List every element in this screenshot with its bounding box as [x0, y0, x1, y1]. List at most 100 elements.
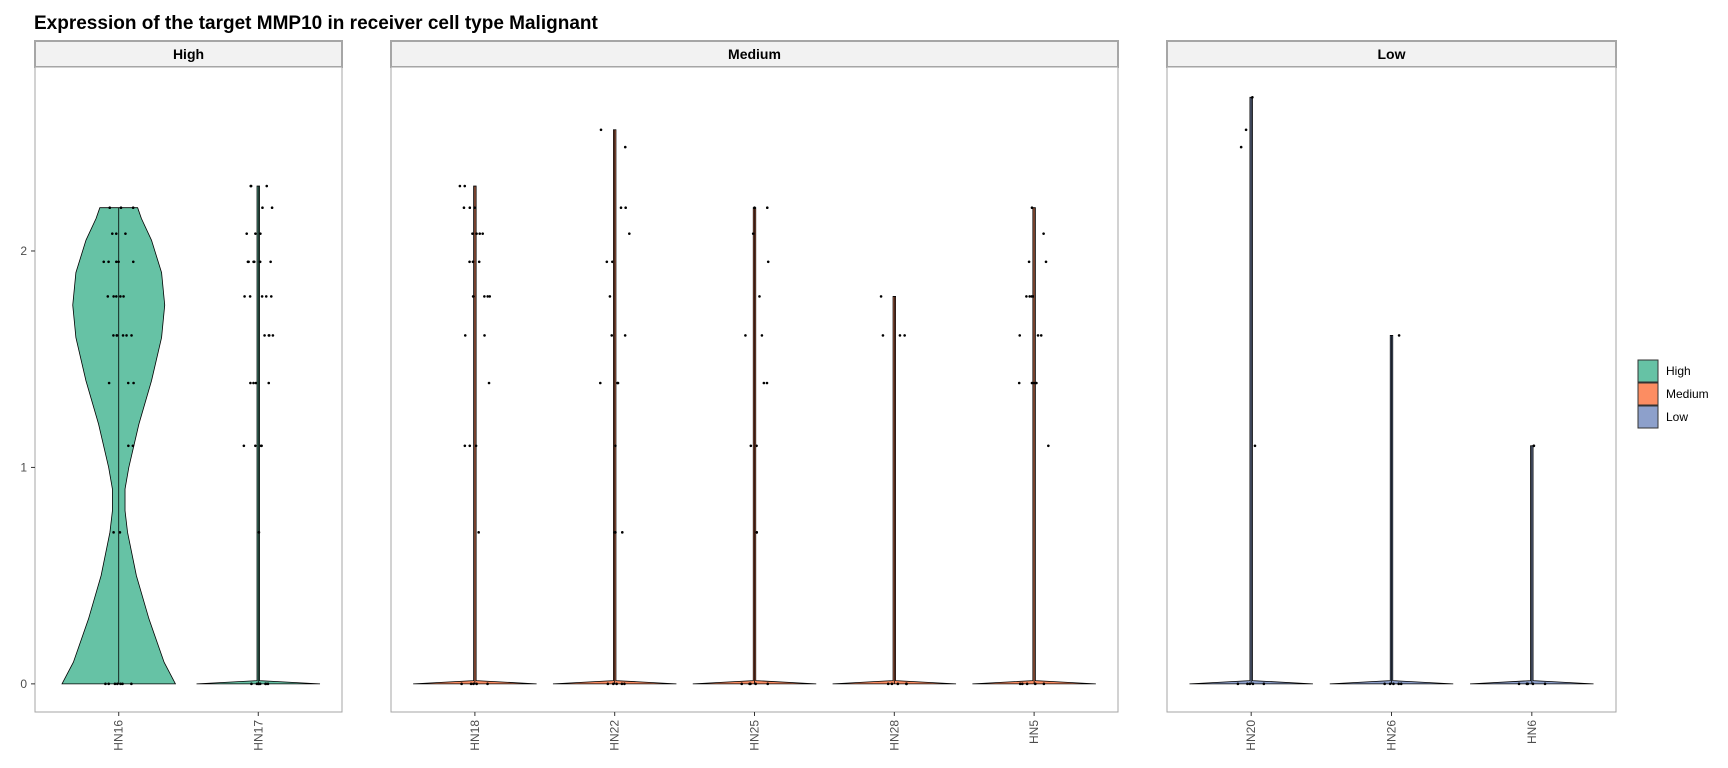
point-hn5-4	[1025, 682, 1029, 686]
point-hn22-8	[614, 444, 617, 448]
point-hn18-7	[468, 444, 472, 448]
point-hn18-3	[469, 682, 473, 686]
point-hn18-20	[475, 232, 478, 235]
point-hn22-3	[606, 682, 610, 686]
x-tick-label-hn28: HN28	[887, 720, 901, 751]
legend-label-high: High	[1666, 364, 1691, 378]
point-hn20-5	[1253, 444, 1257, 448]
strip-label-medium: Medium	[728, 46, 781, 62]
y-tick-label-0: 0	[20, 677, 27, 691]
point-hn5-0	[1042, 682, 1046, 686]
point-hn18-0	[486, 682, 489, 686]
strip-label-high: High	[173, 46, 204, 62]
point-hn18-14	[471, 295, 475, 298]
facet-high: High 0 1 2 HN16 HN17	[20, 40, 343, 751]
point-hn17-33	[259, 232, 262, 235]
point-hn5-16	[1031, 295, 1035, 298]
point-hn18-22	[471, 232, 474, 235]
point-hn17-9	[242, 444, 246, 448]
strip-label-low: Low	[1378, 46, 1406, 62]
point-hn25-7	[755, 531, 759, 534]
point-hn20-4	[1248, 682, 1252, 686]
point-hn17-21	[243, 295, 246, 298]
point-hn17-18	[263, 334, 266, 337]
point-hn5-14	[1028, 295, 1031, 298]
sample-hn25: HN25	[692, 206, 817, 751]
point-hn16-2	[119, 682, 122, 686]
panel-high	[34, 66, 343, 713]
point-hn18-11	[463, 334, 467, 337]
point-hn20-3	[1246, 682, 1249, 686]
point-hn16-11	[107, 381, 111, 385]
x-tick-label-hn6: HN6	[1525, 720, 1539, 744]
point-hn22-13	[623, 334, 627, 337]
point-hn17-28	[247, 260, 250, 264]
point-hn25-10	[765, 381, 769, 385]
point-hn16-26	[102, 260, 106, 264]
point-hn20-2	[1251, 682, 1255, 686]
point-hn18-8	[474, 444, 478, 448]
point-hn22-21	[599, 128, 603, 132]
point-hn16-4	[116, 682, 119, 686]
point-hn22-7	[614, 531, 617, 534]
point-hn17-25	[264, 295, 268, 298]
strip-low	[1166, 40, 1617, 68]
x-tick-label-hn20: HN20	[1244, 720, 1258, 751]
sample-hn20: HN20	[1189, 96, 1313, 751]
point-hn22-5	[620, 531, 624, 534]
x-tick-label-hn18: HN18	[468, 720, 482, 751]
point-hn16-29	[131, 260, 135, 264]
point-hn25-13	[760, 334, 764, 337]
point-hn22-2	[612, 682, 615, 686]
point-hn18-15	[486, 295, 489, 298]
point-hn16-1	[104, 682, 107, 686]
point-hn18-5	[477, 531, 480, 534]
point-hn16-24	[112, 295, 115, 298]
point-hn17-22	[260, 295, 264, 298]
facets-layer: High 0 1 2 HN16 HN17 Medium HN18 HN22 HN25 HN28 HN5…	[20, 40, 1617, 751]
point-hn5-17	[1027, 260, 1031, 264]
point-hn25-4	[754, 682, 757, 686]
point-hn17-35	[261, 206, 264, 209]
point-hn5-12	[1018, 334, 1022, 337]
point-hn17-8	[257, 531, 261, 534]
point-hn25-14	[758, 295, 761, 298]
point-hn5-9	[1035, 381, 1038, 385]
point-hn16-12	[132, 381, 135, 385]
chart-title: Expression of the target MMP10 in receiv…	[34, 13, 599, 34]
point-hn25-12	[744, 334, 747, 337]
point-hn18-27	[463, 184, 467, 188]
point-hn17-39	[265, 184, 269, 188]
point-hn6-4	[1531, 682, 1535, 686]
point-hn18-25	[473, 206, 477, 209]
point-hn6-0	[1517, 682, 1521, 686]
sample-hn6: HN6	[1470, 444, 1594, 744]
point-hn17-11	[260, 444, 263, 448]
legend-key-medium	[1637, 382, 1659, 406]
point-hn17-14	[252, 381, 255, 385]
point-hn16-15	[130, 334, 133, 337]
point-hn26-0	[1397, 682, 1400, 686]
point-hn6-6	[1532, 444, 1536, 448]
point-hn22-14	[608, 295, 612, 298]
point-hn16-6	[107, 682, 110, 686]
point-hn16-31	[111, 232, 114, 235]
point-hn17-31	[253, 260, 256, 264]
point-hn18-6	[463, 444, 467, 448]
point-hn22-9	[598, 381, 602, 385]
point-hn18-18	[468, 260, 471, 264]
point-hn25-11	[762, 381, 766, 385]
point-hn16-20	[119, 295, 122, 298]
point-hn26-2	[1388, 682, 1392, 686]
point-hn17-13	[267, 381, 271, 385]
point-hn16-19	[125, 334, 128, 337]
point-hn16-30	[124, 232, 127, 235]
point-hn16-25	[117, 260, 120, 264]
point-hn25-3	[766, 682, 770, 686]
point-hn5-19	[1042, 232, 1045, 235]
point-hn22-20	[623, 145, 627, 149]
point-hn25-2	[748, 682, 751, 686]
x-tick-label-hn22: HN22	[608, 720, 622, 751]
point-hn16-9	[131, 444, 135, 448]
point-hn18-1	[460, 682, 463, 686]
